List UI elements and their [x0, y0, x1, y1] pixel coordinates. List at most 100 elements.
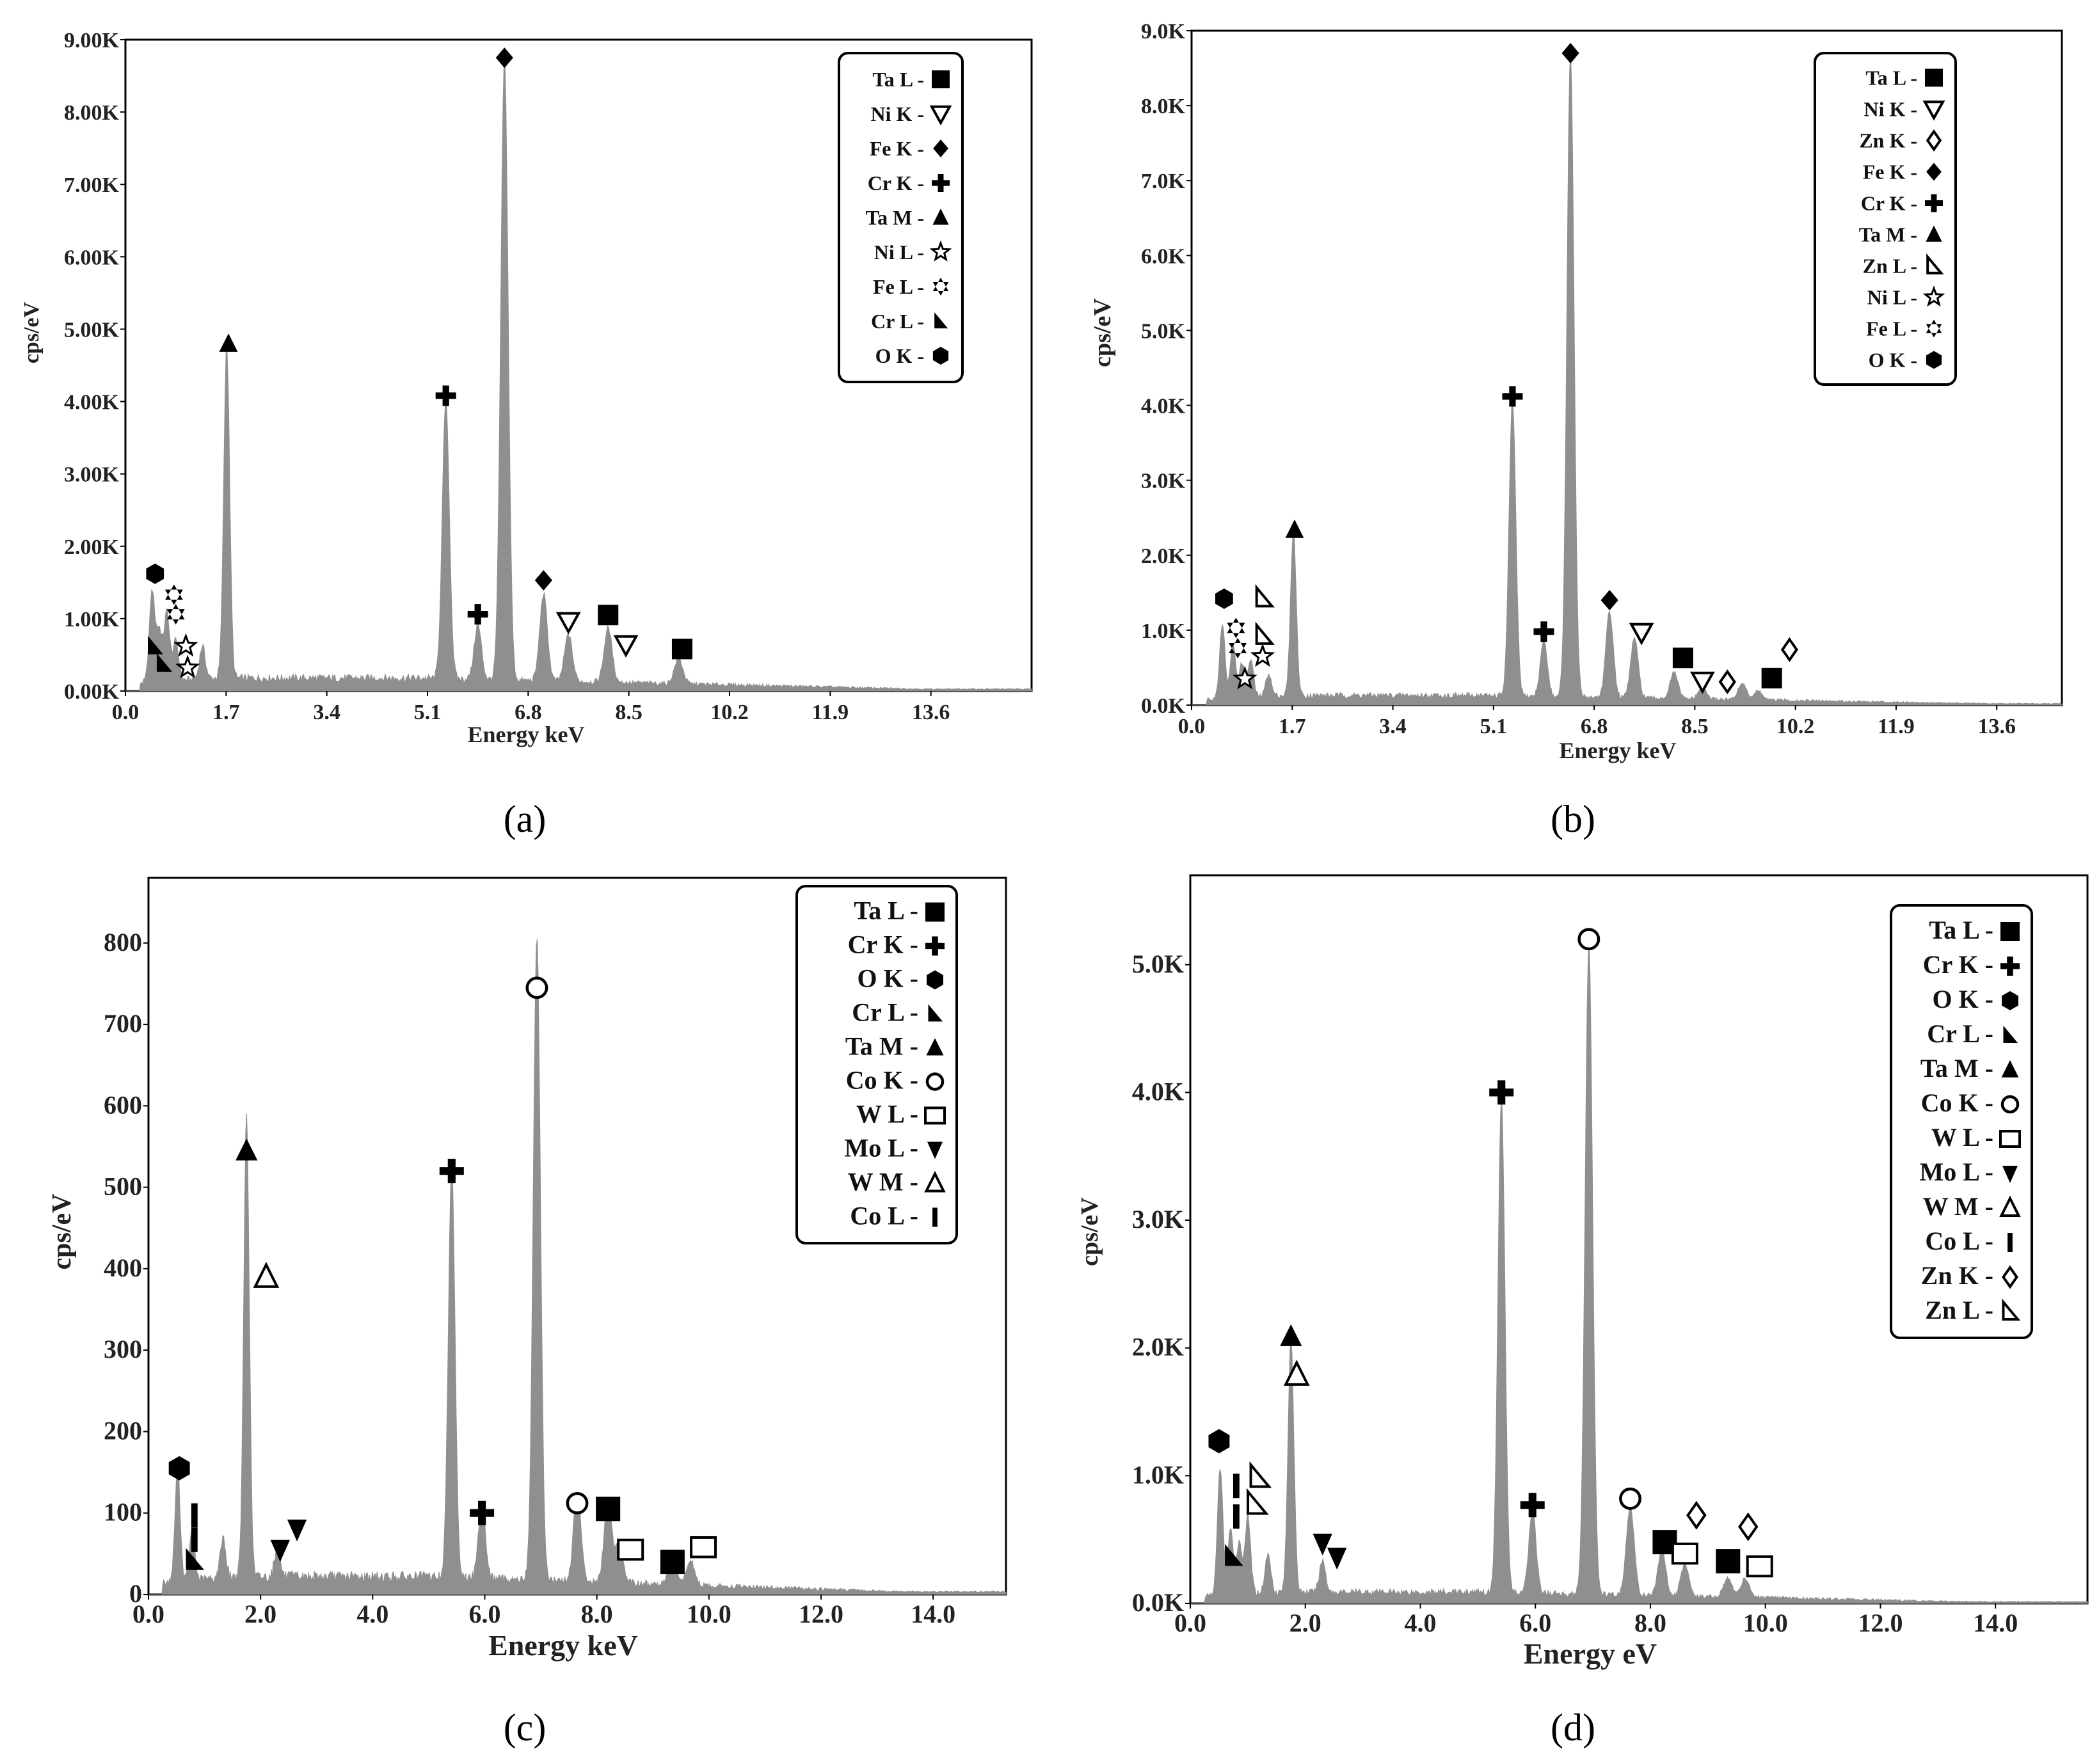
- peak-marker-squareo: [1671, 1542, 1698, 1565]
- legend-label: Cr L -: [1927, 1019, 1993, 1048]
- peak-marker-cross: [439, 1159, 464, 1184]
- peak-marker-bar: [191, 1503, 198, 1528]
- legend-symbol-tridown: [929, 105, 952, 126]
- legend-label: Co K -: [1921, 1088, 1993, 1117]
- peak-marker-star5o: [173, 633, 198, 657]
- x-tick-label: 5.1: [414, 701, 442, 724]
- y-tick-label: 1.00K: [64, 608, 120, 632]
- x-tick-label: 4.0: [1404, 1609, 1436, 1637]
- spectrum-area: [1190, 942, 2088, 1604]
- legend-label: Cr L -: [852, 998, 918, 1027]
- x-tick-label: 11.9: [812, 701, 849, 724]
- peak-marker-triangleo: [253, 1262, 280, 1288]
- panel-b: 0.0 1.7 3.4 5.1 6.8 8.5 10.2 11.9 13.6 0.0K 1.0K 2.…: [1089, 20, 2063, 840]
- peak-marker-cross: [1489, 1080, 1514, 1105]
- legend-label: Ta L -: [872, 68, 924, 91]
- peak-marker-diamond: [1561, 43, 1579, 64]
- y-tick-label: 300: [104, 1335, 142, 1363]
- x-tick-label: 3.4: [1379, 715, 1407, 738]
- peak-marker-squareo: [690, 1536, 717, 1559]
- legend-label: Fe K -: [870, 137, 924, 160]
- peak-marker-tridown: [1690, 671, 1715, 694]
- legend-label: Fe K -: [1863, 161, 1917, 184]
- legend-symbol-diamond: [1926, 163, 1942, 181]
- panel-d: 0.0 2.0 4.0 6.0 8.0 10.0 12.0 14.0 0.0K 1.0K 2.0K 3…: [1076, 874, 2089, 1749]
- legend-symbol-bar: [932, 1207, 938, 1227]
- peak-marker-square: [1672, 648, 1693, 669]
- peak-marker-cross: [435, 385, 456, 406]
- peak-marker-rtri: [156, 653, 172, 672]
- peak-marker-diamondo: [1738, 1512, 1759, 1541]
- x-tick-label: 0.0: [132, 1600, 164, 1628]
- y-tick-label: 4.00K: [64, 391, 120, 415]
- peak-marker-square: [660, 1550, 685, 1575]
- y-tick-label: 5.0K: [1132, 950, 1184, 978]
- x-tick-label: 6.0: [468, 1600, 500, 1628]
- y-tick-label: 6.00K: [64, 246, 120, 269]
- y-axis-title: cps/eV: [20, 301, 44, 363]
- legend-label: Cr K -: [1861, 192, 1917, 215]
- legend-symbol-rtri: [2003, 1026, 2018, 1043]
- peak-marker-diamond: [534, 569, 552, 591]
- legend-symbol-diamond: [933, 139, 948, 157]
- x-tick-label: 1.7: [1279, 715, 1306, 738]
- legend-label: O K -: [875, 344, 924, 367]
- legend-label: O K -: [857, 964, 918, 993]
- y-tick-label: 1.0K: [1132, 1460, 1184, 1489]
- y-tick-label: 0.0K: [1132, 1588, 1184, 1617]
- legend-label: Co L -: [850, 1202, 918, 1230]
- y-tick-label: 5.00K: [64, 318, 120, 342]
- legend-symbol-rtri: [934, 312, 948, 329]
- x-tick-label: 10.2: [1776, 715, 1815, 738]
- peak-marker-cross: [1520, 1493, 1545, 1518]
- legend-label: Ni L -: [1867, 286, 1917, 309]
- x-tick-label: 14.0: [1973, 1609, 2018, 1637]
- peak-marker-circle: [525, 976, 548, 999]
- y-tick-label: 600: [104, 1090, 142, 1119]
- legend-symbol-hexagon: [1926, 351, 1942, 369]
- legend-label: W L -: [1931, 1123, 1993, 1152]
- legend-symbol-triangle: [2001, 1060, 2019, 1077]
- x-tick-label: 2.0: [244, 1600, 276, 1628]
- y-tick-label: 0.00K: [64, 680, 120, 704]
- legend-symbol-squareo: [924, 1106, 946, 1125]
- y-tick-label: 4.0K: [1132, 1077, 1184, 1106]
- legend-label: Cr K -: [1923, 950, 1993, 979]
- y-tick-label: 9.00K: [64, 29, 120, 52]
- legend-label: Cr K -: [868, 171, 924, 195]
- x-tick-label: 5.1: [1480, 715, 1508, 738]
- y-tick-label: 3.0K: [1132, 1205, 1184, 1234]
- peak-marker-cross: [467, 604, 488, 625]
- y-tick-label: 2.0K: [1141, 544, 1186, 568]
- peak-marker-rtri: [186, 1548, 205, 1570]
- legend-symbol-triangle: [932, 209, 949, 225]
- x-tick-label: 6.8: [1581, 715, 1608, 738]
- legend-symbol-circle: [925, 1072, 945, 1091]
- legend-label: Mo L -: [1919, 1157, 1993, 1186]
- peak-marker-tridown: [555, 612, 581, 635]
- legend-symbol-square: [1925, 68, 1943, 87]
- y-tick-label: 7.00K: [64, 173, 120, 197]
- peak-marker-tridownf: [270, 1539, 291, 1562]
- legend-label: Ni K -: [1864, 98, 1917, 121]
- y-tick-label: 0: [129, 1579, 142, 1608]
- x-tick-label: 8.0: [1634, 1609, 1666, 1637]
- legend-label: Mo L -: [844, 1134, 918, 1163]
- legend-symbol-cross: [2000, 957, 2020, 976]
- x-tick-label: 3.4: [313, 701, 340, 724]
- x-tick-label: 13.6: [912, 701, 950, 724]
- legend-symbol-cross: [932, 174, 950, 192]
- peak-marker-circle: [1577, 928, 1600, 951]
- legend-label: Ta M -: [845, 1032, 918, 1061]
- peak-marker-hexagon: [168, 1456, 190, 1481]
- peak-marker-star6: [166, 604, 185, 625]
- peak-marker-triangle: [1285, 519, 1304, 538]
- peak-marker-rtri: [1225, 1544, 1243, 1566]
- y-tick-label: 6.0K: [1141, 244, 1186, 268]
- peak-marker-cross: [470, 1500, 495, 1525]
- x-tick-label: 6.8: [515, 701, 542, 724]
- peak-marker-diamondo: [1686, 1500, 1707, 1530]
- legend-symbol-tridownf: [2002, 1166, 2018, 1183]
- legend-symbol-rtrio: [2002, 1298, 2021, 1321]
- legend-box: [838, 52, 964, 383]
